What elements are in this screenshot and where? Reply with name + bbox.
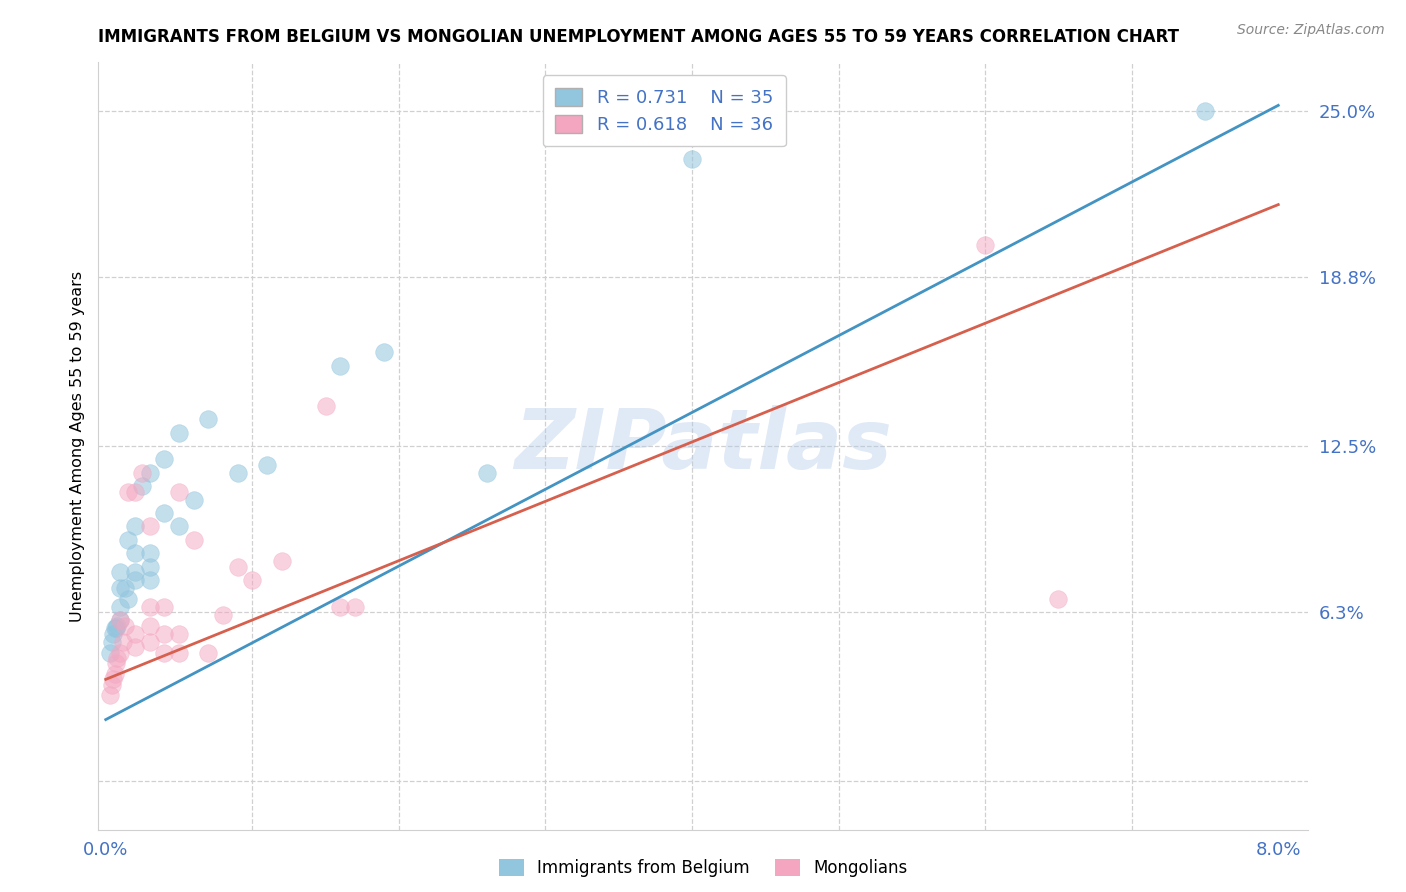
Point (110, 646, 132, 660)
Point (131, 479, 153, 493)
Point (117, 591, 139, 606)
Point (114, 581, 136, 595)
Point (100, 678, 122, 692)
Point (138, 599, 160, 614)
Point (138, 559, 160, 574)
Point (226, 466, 249, 480)
Point (167, 519, 190, 533)
Point (101, 673, 124, 687)
Point (110, 581, 132, 595)
Point (131, 466, 153, 480)
Point (212, 607, 235, 622)
Point (153, 599, 176, 614)
Point (107, 618, 129, 632)
Point (124, 546, 146, 560)
Point (138, 618, 160, 632)
Point (315, 399, 337, 413)
Point (681, 152, 703, 166)
Text: Source: ZipAtlas.com: Source: ZipAtlas.com (1237, 23, 1385, 37)
Point (138, 546, 160, 560)
Point (117, 533, 139, 547)
Point (124, 573, 146, 587)
Point (98, 689, 121, 703)
Point (167, 484, 190, 499)
Point (124, 484, 146, 499)
Point (103, 667, 125, 681)
Text: ZIPatlas: ZIPatlas (515, 406, 891, 486)
Point (105, 657, 128, 671)
Point (167, 646, 190, 660)
Point (153, 452, 176, 467)
Point (105, 621, 128, 635)
Point (153, 646, 176, 660)
Point (124, 519, 146, 533)
Point (256, 458, 278, 472)
Point (101, 626, 124, 640)
Point (138, 635, 160, 649)
Point (100, 635, 122, 649)
Point (110, 613, 132, 627)
Point (124, 626, 146, 640)
Point (343, 599, 366, 614)
Point (138, 519, 160, 533)
Point (103, 621, 125, 635)
Point (117, 484, 139, 499)
Point (329, 359, 352, 373)
Point (240, 573, 263, 587)
Legend: Immigrants from Belgium, Mongolians: Immigrants from Belgium, Mongolians (492, 852, 914, 884)
Point (167, 626, 190, 640)
Point (1194, 103, 1216, 118)
Point (974, 237, 997, 252)
Point (124, 640, 146, 655)
Point (183, 533, 205, 547)
Point (226, 559, 249, 574)
Point (98, 646, 121, 660)
Legend: R = 0.731    N = 35, R = 0.618    N = 36: R = 0.731 N = 35, R = 0.618 N = 36 (543, 75, 786, 146)
Point (114, 618, 136, 632)
Point (475, 466, 498, 480)
Point (110, 613, 132, 627)
Point (110, 565, 132, 579)
Point (124, 565, 146, 579)
Point (138, 573, 160, 587)
Point (107, 651, 129, 665)
Point (329, 599, 352, 614)
Point (167, 425, 190, 440)
Point (1047, 591, 1070, 606)
Text: IMMIGRANTS FROM BELGIUM VS MONGOLIAN UNEMPLOYMENT AMONG AGES 55 TO 59 YEARS CORR: IMMIGRANTS FROM BELGIUM VS MONGOLIAN UNE… (98, 28, 1180, 45)
Point (373, 345, 395, 359)
Point (197, 412, 219, 426)
Point (138, 466, 160, 480)
Point (153, 506, 176, 520)
Point (153, 626, 176, 640)
Point (112, 635, 135, 649)
Point (197, 646, 219, 660)
Point (110, 599, 132, 614)
Point (270, 554, 292, 568)
Point (183, 492, 205, 507)
Y-axis label: Unemployment Among Ages 55 to 59 years: Unemployment Among Ages 55 to 59 years (69, 270, 84, 622)
